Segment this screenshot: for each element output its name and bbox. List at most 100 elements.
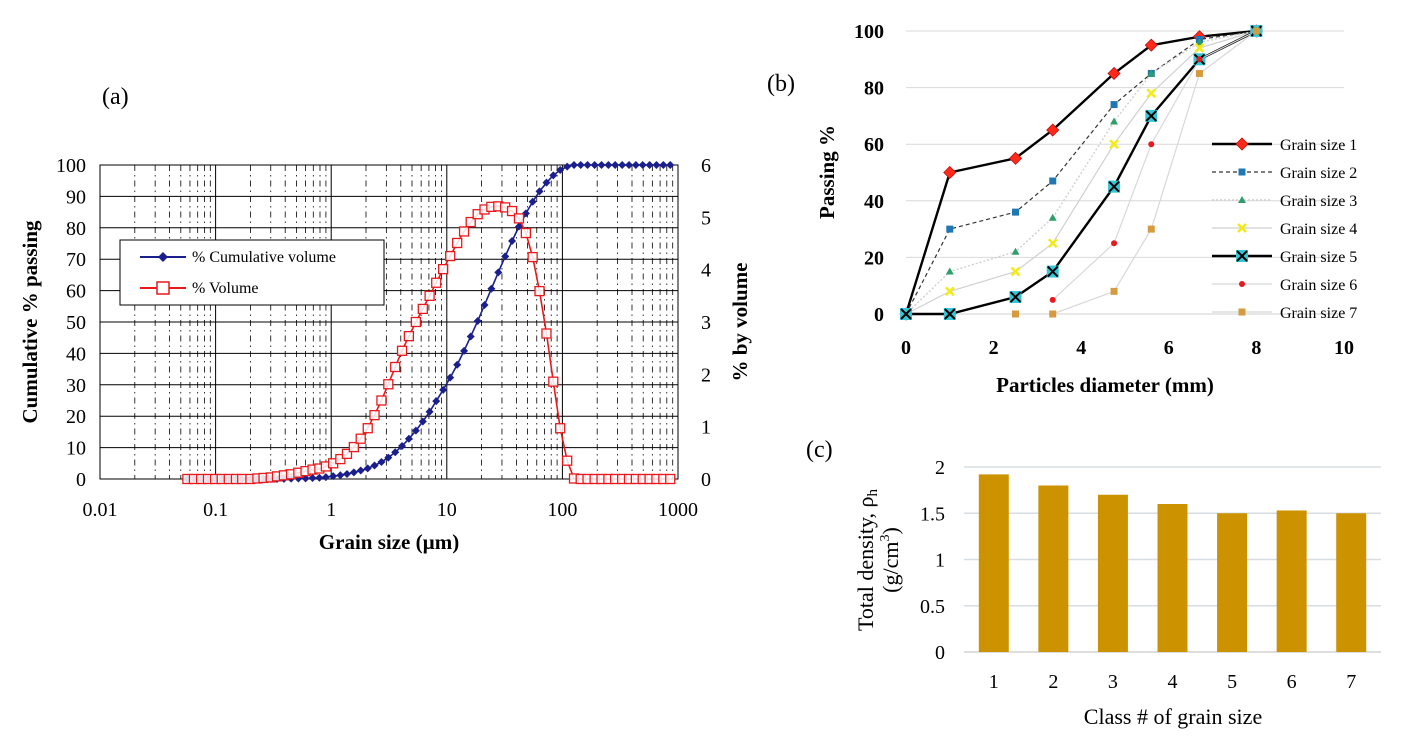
panel-b-x-tick-label: 8 [1251,337,1261,359]
panel-a-cumulative-point [570,161,579,169]
panel-b-legend-marker-4 [1237,223,1247,233]
panel-a-volume-point [445,250,456,262]
panel-a-cumulative-point [583,161,592,169]
panel-b-grain-size-3-point [1048,213,1057,221]
panel-a-x-tick-label: 100 [547,499,577,521]
panel-b-grain-size-3-point [1147,69,1156,77]
panel-a-x-tick-label: 10 [437,499,457,521]
panel-b-grain-size-7-point [1252,27,1260,35]
panel-a-cumulative-point [356,466,365,475]
panel-b-grain-size-7-point [1147,225,1155,233]
panel-b-grain-size-1-point [1046,123,1060,137]
panel-b-grain-size-6-point [1049,296,1056,303]
panel-a-cumulative-point [666,161,675,169]
panel-b-grain-size-3-point [1195,38,1204,46]
panel-b-x-tick-label: 10 [1334,337,1354,359]
panel-a-y2-tick-label: 5 [701,207,711,229]
panel-b-x-tick-label: 4 [1076,337,1086,359]
panel-a-volume-point [506,205,518,217]
panel-a-cumulative-point [508,236,517,245]
panel-b-label: (b) [767,71,795,97]
panel-a-volume-point [465,216,476,228]
panel-a-y-tick-label: 30 [66,375,86,397]
panel-c-y-axis-title-line1: Total density, ρh [853,489,881,632]
panel-a-cumulative-point [411,426,420,435]
panel-b-grain-size-5-point [943,308,956,320]
panel-b-legend-marker-2 [1238,168,1246,176]
panel-a-cumulative-point [576,161,585,169]
panel-c-x-tick-labels: 1 2 3 4 5 6 7 [989,671,1356,693]
panel-a-cumulative-point [556,166,565,175]
panel-b-grain-size-7-point [1110,287,1118,295]
panel-a-cumulative-point [487,284,496,293]
panel-a-volume-point [452,237,463,249]
panel-a-x-axis-title: Grain size (µm) [319,530,459,554]
panel-a-y-axis-title: Cumulative % passing [18,220,42,424]
panel-b-grain-size-3-point [945,267,954,275]
panel-b-legend-label-4: Grain size 4 [1280,221,1357,238]
panel-b-grain-size-2-point [1049,177,1057,185]
panel-a-y-tick-label: 10 [66,438,86,460]
panel-b-grain-size-4-point [1047,238,1058,249]
panel-a-cumulative-point [363,464,372,473]
panel-a-volume-point [458,226,470,237]
legend-volume-label: % Volume [192,280,259,297]
panel-a-cumulative-point [597,161,606,169]
panel-b-legend-label-1: Grain size 1 [1280,137,1357,154]
panel-a-cumulative-point [321,473,330,482]
panel-a-volume-point [369,410,380,421]
panel-a: (a) 0.01 0.1 1 10 100 1000 010203040506070809… [18,84,752,554]
panel-b-grain-size-1-point [1144,38,1158,52]
panel-b-legend-marker-3 [1238,196,1246,203]
panel-b-y-tick-label: 80 [864,78,884,100]
panel-a-volume-point [348,441,359,453]
panel-b-series-line-3 [905,30,1257,315]
panel-b-grain-size-5-point [1009,291,1022,304]
panel-a-cumulative-point [343,469,352,478]
panel-c-bar-2 [1038,485,1069,652]
panel-a-cumulative-point [535,187,544,196]
panel-a-y-tick-label: 20 [66,406,86,428]
panel-b-grain-size-2-point [1110,101,1118,109]
panel-b-grain-size-4-point [944,286,955,297]
panel-a-volume-point [424,290,435,301]
panel-b-series-line-5 [906,29,1257,316]
panel-b-series [899,24,1263,321]
panel-b-grain-size-5-point [1108,180,1121,193]
panel-a-cumulative-point [542,178,551,187]
panel-a-volume-point [438,263,449,275]
panel-b-grain-size-6-point [1196,56,1203,63]
panel-a-y2-tick-label: 4 [701,260,711,282]
panel-c-x-tick-label: 3 [1108,671,1118,693]
panel-a-volume-point [396,345,408,356]
panel-b-grain-size-6-point [1111,240,1118,247]
panel-a-y-tick-label: 40 [66,343,86,365]
panel-b-y-tick-label: 100 [854,21,884,43]
panel-b-legend: Grain size 1 Grain size 2 Grain size 3 Grai… [1212,137,1357,322]
panel-a-cumulative-point [645,161,654,169]
panel-a-volume-point [527,251,538,263]
panel-c-bar-3 [1097,494,1128,652]
panel-b-series-line-7 [1015,30,1257,315]
panel-b-legend-label-5: Grain size 5 [1280,249,1357,266]
panel-a-y2-tick-label: 2 [701,364,711,386]
panel-a-volume-point [513,213,525,224]
panel-b-x-tick-label: 2 [989,337,999,359]
panel-a-cumulative-point [425,407,434,416]
panel-a-volume-point [335,453,346,465]
panel-a-y-tick-label: 70 [66,249,86,271]
panel-a-series [182,161,676,485]
panel-b-grain-size-4-point [1146,88,1157,99]
legend-cumulative-marker [158,252,168,262]
panel-a-cumulative-point [652,161,661,169]
panel-b-x-tick-labels: 0 2 4 6 8 10 [901,337,1354,359]
panel-c-x-tick-label: 1 [989,671,999,693]
panel-a-cumulative-point [370,461,379,470]
panel-b-x-tick-label: 6 [1164,337,1174,359]
panel-c-x-tick-label: 5 [1227,671,1237,693]
panel-b-legend-marker-6 [1239,281,1245,287]
panel-b-grain-size-2-point [946,225,954,233]
panel-a-volume-point [562,455,573,466]
panel-c-bar-5 [1217,513,1248,652]
panel-b-y-axis-title: Passing % [815,125,839,219]
